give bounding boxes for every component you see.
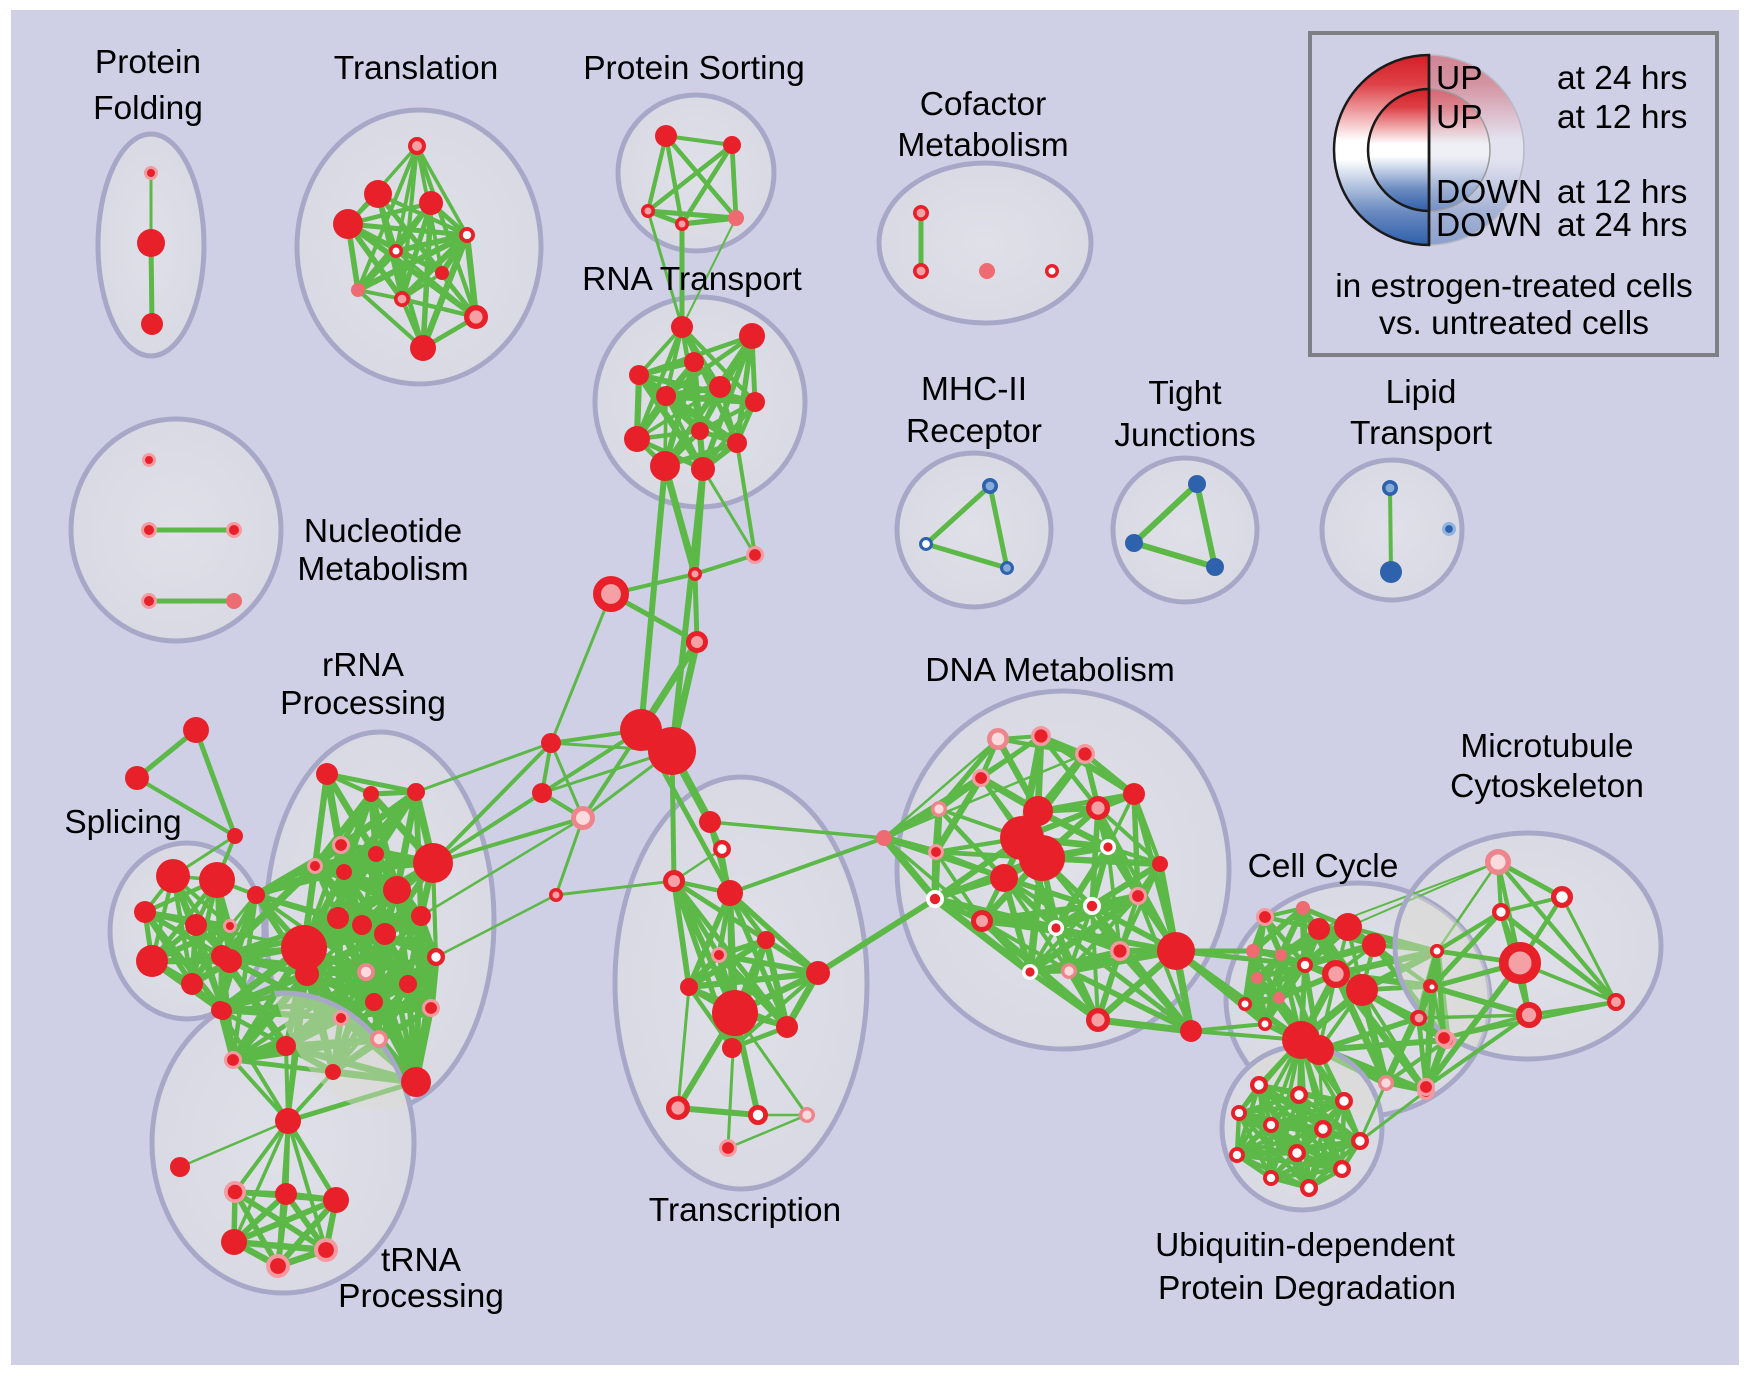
svg-text:Protein: Protein — [95, 44, 201, 81]
svg-text:Transcription: Transcription — [649, 1192, 841, 1229]
svg-text:Transport: Transport — [1350, 415, 1493, 452]
svg-text:tRNA: tRNA — [381, 1242, 462, 1279]
svg-text:Processing: Processing — [338, 1278, 504, 1315]
svg-text:Protein Degradation: Protein Degradation — [1158, 1270, 1456, 1307]
svg-text:Translation: Translation — [334, 50, 498, 87]
svg-text:DOWN: DOWN — [1436, 207, 1542, 244]
svg-text:Metabolism: Metabolism — [897, 127, 1068, 164]
svg-text:at 24 hrs: at 24 hrs — [1557, 207, 1687, 244]
svg-text:in estrogen-treated cells: in estrogen-treated cells — [1335, 268, 1693, 305]
svg-text:UP: UP — [1436, 60, 1483, 97]
svg-text:Cytoskeleton: Cytoskeleton — [1450, 768, 1644, 805]
svg-text:Metabolism: Metabolism — [297, 551, 468, 588]
svg-text:Microtubule: Microtubule — [1460, 728, 1633, 765]
svg-text:Nucleotide: Nucleotide — [304, 513, 462, 550]
svg-text:Splicing: Splicing — [64, 804, 181, 841]
svg-text:Lipid: Lipid — [1386, 374, 1457, 411]
svg-text:at 12 hrs: at 12 hrs — [1557, 99, 1687, 136]
svg-text:DNA Metabolism: DNA Metabolism — [925, 652, 1174, 689]
svg-text:Junctions: Junctions — [1114, 417, 1256, 454]
svg-text:Protein Sorting: Protein Sorting — [583, 50, 805, 87]
svg-text:MHC-II: MHC-II — [921, 371, 1027, 408]
svg-text:DOWN: DOWN — [1436, 174, 1542, 211]
svg-text:Receptor: Receptor — [906, 413, 1042, 450]
svg-text:RNA Transport: RNA Transport — [582, 261, 802, 298]
svg-text:Cell Cycle: Cell Cycle — [1248, 848, 1399, 885]
svg-text:Cofactor: Cofactor — [920, 86, 1047, 123]
svg-text:rRNA: rRNA — [322, 647, 405, 684]
svg-text:Tight: Tight — [1148, 375, 1222, 412]
svg-text:Folding: Folding — [93, 90, 203, 127]
svg-text:Ubiquitin-dependent: Ubiquitin-dependent — [1155, 1227, 1456, 1264]
svg-text:UP: UP — [1436, 99, 1483, 136]
svg-text:at 12 hrs: at 12 hrs — [1557, 174, 1687, 211]
svg-text:Processing: Processing — [280, 685, 446, 722]
svg-text:vs. untreated cells: vs. untreated cells — [1379, 305, 1649, 342]
svg-text:at 24 hrs: at 24 hrs — [1557, 60, 1687, 97]
